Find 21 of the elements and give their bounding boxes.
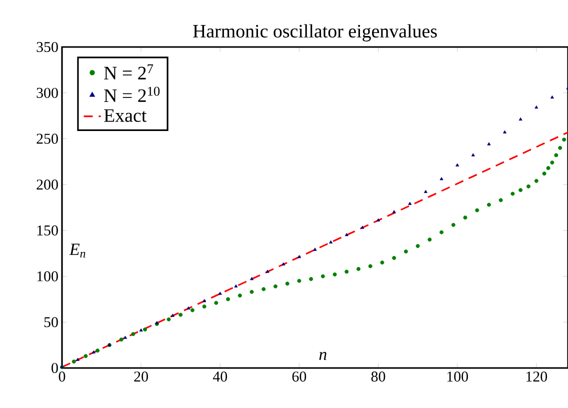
x-axis-title: n	[319, 352, 326, 360]
x-tick-label: 60	[292, 372, 306, 382]
y-axis-title: E$_{n}$	[69, 244, 86, 258]
x-tick-label: 40	[212, 372, 228, 382]
y-tick-label: 100	[37, 271, 58, 282]
legend-label: Exact	[104, 109, 147, 122]
y-tick-label: 0	[52, 362, 58, 374]
y-tick-label: 250	[36, 134, 58, 144]
chart-title: Harmonic oscillator eigenvalues	[193, 24, 437, 42]
x-tick-label: 100	[447, 372, 468, 382]
legend-label: N = 2$^{10}$	[104, 86, 160, 102]
legend-label: N = 2$^{7}$	[104, 64, 154, 80]
x-tick-label: 20	[134, 372, 148, 382]
x-tick-label: 0	[58, 372, 66, 382]
y-tick-label: 350	[36, 42, 58, 52]
x-tick-label: 80	[371, 372, 386, 382]
y-tick-label: 300	[36, 88, 58, 98]
y-tick-label: 150	[37, 225, 58, 236]
x-tick-label: 120	[526, 372, 548, 382]
y-tick-label: 200	[36, 180, 58, 190]
y-tick-label: 50	[44, 317, 58, 328]
